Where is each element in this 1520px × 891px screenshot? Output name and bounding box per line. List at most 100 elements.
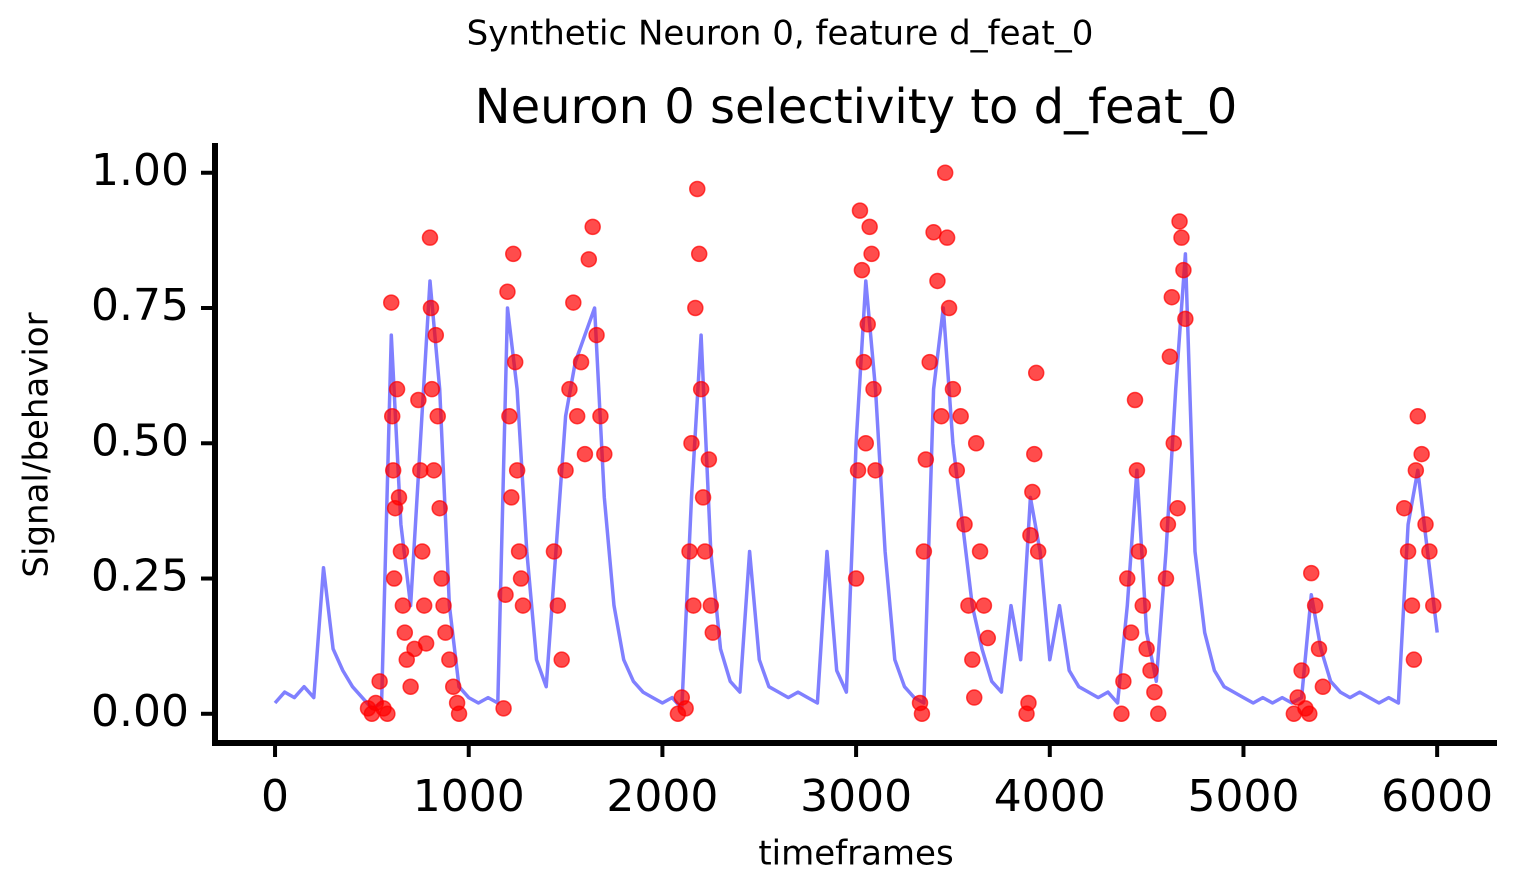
scatter-point (512, 570, 530, 587)
scatter-point (422, 299, 440, 317)
scatter-point (687, 299, 704, 317)
scatter-point (1128, 462, 1146, 479)
scatter-point (861, 218, 878, 236)
scatter-point (956, 516, 973, 533)
scatter-point (681, 543, 698, 560)
scatter-point (700, 451, 718, 468)
scatter-point (1157, 570, 1175, 587)
scatter-point (1119, 570, 1136, 587)
scatter-point (929, 272, 946, 290)
scatter-point (1022, 526, 1039, 544)
scatter-point (1134, 597, 1152, 614)
x-tick-label: 3000 (800, 771, 912, 822)
scatter-point (1163, 288, 1181, 306)
scatter-point (1146, 683, 1163, 701)
scatter-point (588, 326, 605, 344)
scatter-point (971, 543, 989, 560)
scatter-point (383, 294, 400, 311)
scatter-point (1314, 678, 1332, 695)
scatter-point (690, 245, 708, 263)
scatter-point (948, 462, 966, 479)
scatter-point (410, 391, 427, 409)
scatter-point (1169, 499, 1186, 517)
scatter-point (960, 597, 977, 614)
scatter-point (1029, 543, 1047, 560)
scatter-point (857, 435, 875, 452)
scatter-point (390, 489, 408, 506)
scatter-point (437, 624, 454, 641)
scatter-point (1395, 499, 1413, 517)
scatter-point (497, 586, 514, 604)
scatter-point (967, 435, 985, 452)
scatter-point (936, 164, 954, 182)
scatter-point (505, 245, 522, 263)
scatter-point (1113, 705, 1130, 723)
scatter-point (1293, 662, 1310, 679)
scatter-point (855, 353, 873, 371)
scatter-point (677, 700, 694, 717)
scatter-point (561, 380, 578, 398)
scatter-point (1142, 662, 1159, 679)
scatter-point (859, 315, 876, 333)
scatter-point (975, 597, 993, 614)
scatter-point (1130, 543, 1148, 560)
scatter-point (1175, 261, 1192, 279)
scatter-point (965, 689, 983, 706)
scatter-point (692, 380, 710, 398)
scatter-point (1425, 597, 1442, 614)
scatter-point (1177, 310, 1194, 328)
scatter-point (396, 624, 414, 641)
scatter-point (1138, 640, 1155, 658)
scatter-point (584, 218, 601, 236)
scatter-point (417, 635, 435, 652)
scatter-point (501, 407, 518, 425)
y-tick-label: 0.75 (91, 280, 189, 331)
scatter-point (1020, 694, 1037, 712)
scatter-point (545, 543, 563, 560)
scatter-point (944, 380, 962, 398)
scatter-point (1115, 673, 1132, 690)
scatter-point (1149, 705, 1167, 723)
scatter-point (940, 299, 958, 317)
x-tick-label: 6000 (1381, 771, 1493, 822)
scatter-point (379, 705, 396, 723)
scatter-point (938, 229, 956, 246)
scatter-point (702, 597, 720, 614)
scatter-point (696, 543, 714, 560)
signal-line (273, 252, 1439, 711)
scatter-point (1171, 213, 1188, 230)
scatter-point (557, 462, 574, 479)
y-tick-label: 0.25 (91, 551, 189, 602)
scatter-point (371, 673, 388, 690)
y-tick-label: 0.00 (91, 686, 189, 737)
x-tick-label: 5000 (1187, 771, 1299, 822)
x-tick-label: 1000 (413, 771, 525, 822)
scatter-point (1026, 445, 1043, 463)
scatter-point (685, 597, 702, 614)
scatter-point (933, 407, 950, 425)
scatter-point (427, 326, 445, 344)
scatter-point (433, 570, 450, 587)
scatter-point (385, 570, 403, 587)
scatter-point (450, 705, 468, 723)
scatter-point (549, 597, 567, 614)
y-tick-label: 1.00 (91, 145, 189, 196)
scatter-point (508, 462, 526, 479)
scatter-point (568, 407, 586, 425)
scatter-point (553, 651, 570, 668)
scatter-point (921, 353, 938, 371)
scatter-point (915, 543, 933, 560)
scatter-point (865, 380, 882, 398)
scatter-point (863, 245, 880, 263)
scatter-point (495, 700, 512, 717)
scatter-point (1310, 640, 1328, 658)
scatter-point (1403, 597, 1421, 614)
scatter-point (704, 624, 722, 641)
scatter-point (1122, 624, 1140, 641)
scatter-point (1306, 597, 1324, 614)
y-tick-label: 0.50 (91, 415, 189, 466)
scatter-point (952, 407, 969, 425)
x-tick-label: 2000 (606, 771, 718, 822)
scatter-point (510, 543, 528, 560)
